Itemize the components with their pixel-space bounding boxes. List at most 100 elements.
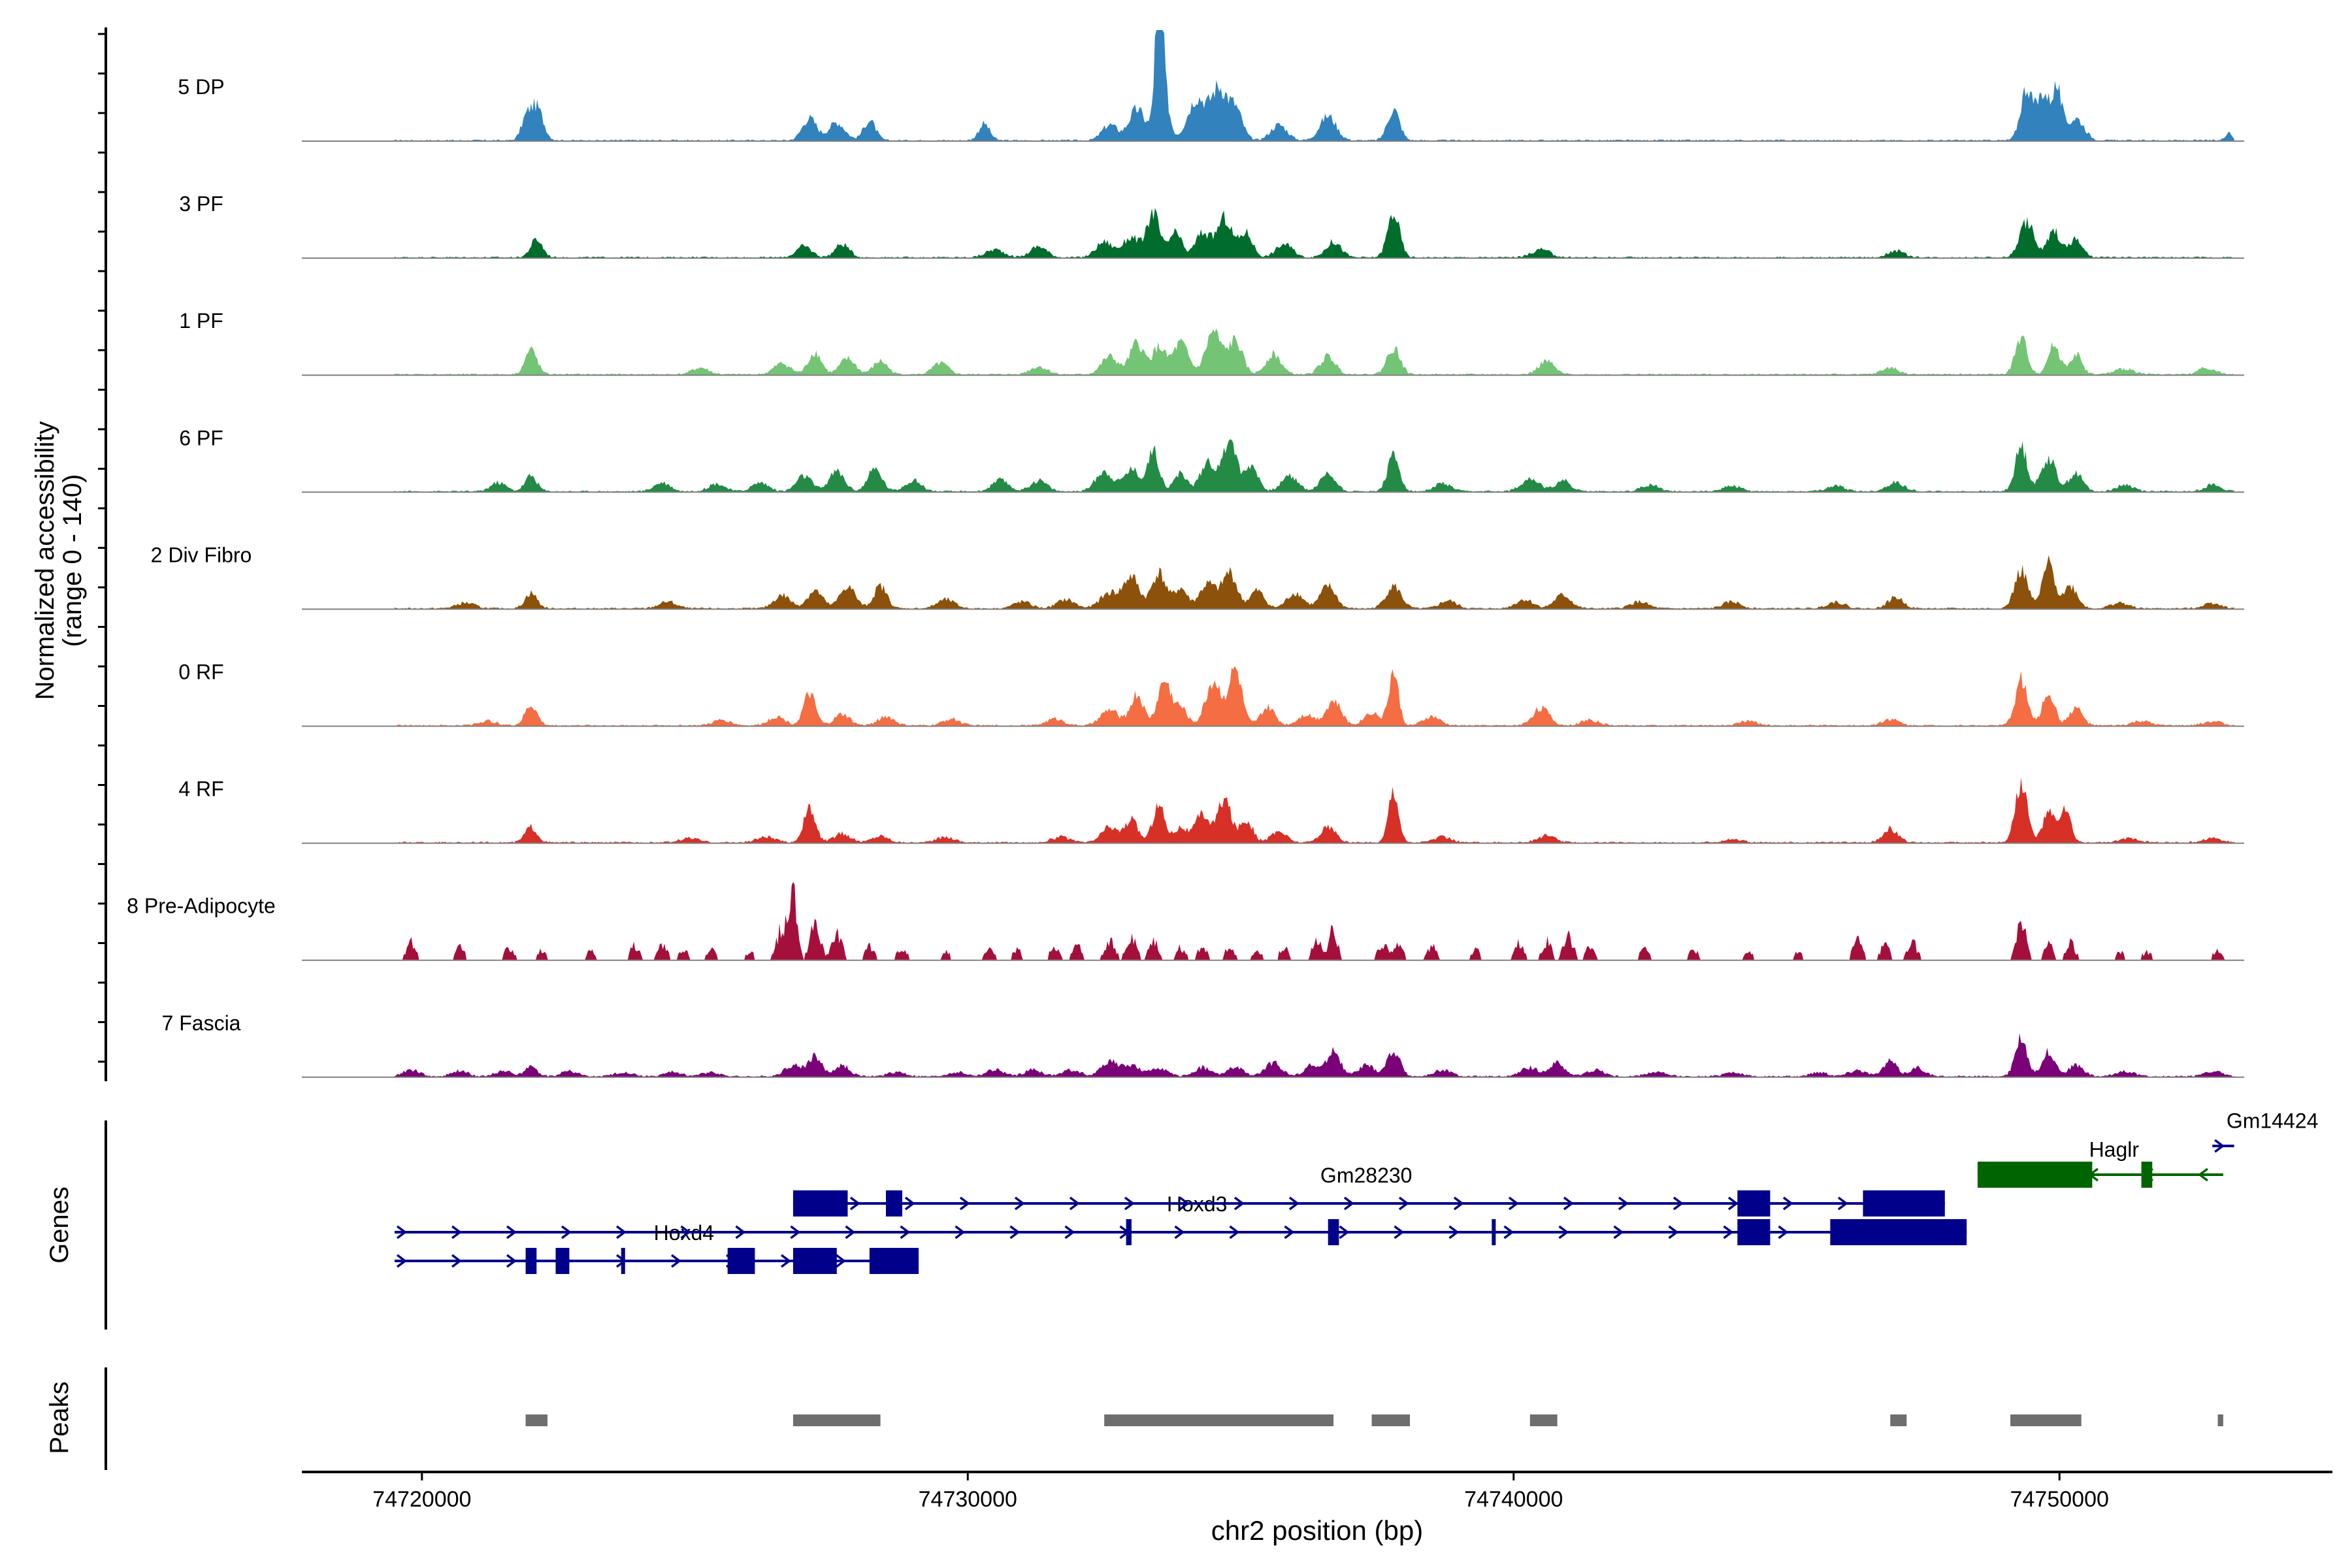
coverage-area-6-pf bbox=[395, 439, 2234, 493]
strand-arrow-icon bbox=[1508, 1196, 1519, 1211]
strand-arrow-icon bbox=[1284, 1225, 1295, 1239]
strand-arrow-icon bbox=[1229, 1225, 1240, 1239]
exon-gm28230 bbox=[1737, 1190, 1771, 1217]
strand-arrow-icon bbox=[561, 1225, 572, 1239]
exon-hoxd4-b bbox=[621, 1248, 625, 1274]
peak-region bbox=[525, 1414, 547, 1426]
track-6-pf: 6 PF bbox=[179, 426, 2244, 493]
strand-arrow-icon bbox=[396, 1254, 407, 1268]
strand-arrow-icon bbox=[735, 1225, 746, 1239]
strand-arrow-icon bbox=[1009, 1225, 1021, 1239]
strand-arrow-icon bbox=[1782, 1196, 1793, 1211]
exon-hoxd3 bbox=[1830, 1219, 1967, 1245]
coverage-area-1-pf bbox=[395, 329, 2234, 376]
gene-label-gm14424: Gm14424 bbox=[2227, 1109, 2319, 1132]
strand-arrow-icon bbox=[1558, 1225, 1569, 1239]
coverage-area-0-rf bbox=[395, 666, 2234, 727]
coverage-area-7-fascia bbox=[395, 1033, 2234, 1077]
strand-arrow-icon bbox=[396, 1225, 407, 1239]
track-4-rf: 4 RF bbox=[178, 777, 2244, 844]
track-label-3-pf: 3 PF bbox=[179, 192, 223, 216]
x-tick-label: 74720000 bbox=[372, 1487, 471, 1512]
peak-region bbox=[1890, 1414, 1907, 1426]
gene-hoxd4-b bbox=[395, 1248, 919, 1274]
peak-regions bbox=[525, 1414, 2223, 1426]
exon-hoxd3 bbox=[1126, 1219, 1132, 1245]
strand-arrow-icon bbox=[2198, 1168, 2208, 1182]
strand-arrow-icon bbox=[959, 1196, 970, 1211]
x-axis-label: chr2 position (bp) bbox=[1211, 1515, 1424, 1546]
strand-arrow-icon bbox=[904, 1196, 915, 1211]
peak-region bbox=[2217, 1414, 2223, 1426]
strand-arrow-icon bbox=[1179, 1196, 1190, 1211]
track-label-0-rf: 0 RF bbox=[178, 661, 223, 684]
y-axis-label-line2: (range 0 - 140) bbox=[58, 474, 87, 647]
strand-arrow-icon bbox=[845, 1225, 856, 1239]
strand-arrow-icon bbox=[615, 1225, 627, 1239]
exon-hoxd3 bbox=[1737, 1219, 1771, 1245]
strand-arrow-icon bbox=[1727, 1196, 1739, 1211]
exon-hoxd3 bbox=[1492, 1219, 1496, 1245]
exon-hoxd4-b bbox=[727, 1248, 755, 1274]
y-axis-label-line1: Normalized accessibility bbox=[31, 421, 59, 700]
track-1-pf: 1 PF bbox=[179, 309, 2244, 376]
strand-arrow-icon bbox=[2214, 1139, 2225, 1153]
strand-arrow-icon bbox=[1673, 1196, 1684, 1211]
track-8-pre-adipocyte: 8 Pre-Adipocyte bbox=[127, 881, 2244, 961]
gene-hoxd3: Hoxd3 bbox=[678, 1192, 1967, 1245]
exon-gm28230 bbox=[1863, 1190, 1945, 1217]
coverage-area-2-div-fibro bbox=[395, 555, 2234, 610]
track-label-1-pf: 1 PF bbox=[179, 309, 223, 333]
strand-arrow-icon bbox=[1723, 1225, 1734, 1239]
strand-arrow-icon bbox=[680, 1225, 691, 1239]
strand-arrow-icon bbox=[1339, 1225, 1350, 1239]
exon-hoxd4-b bbox=[869, 1248, 919, 1274]
x-tick-label: 74730000 bbox=[919, 1487, 1017, 1512]
strand-arrow-icon bbox=[1563, 1196, 1574, 1211]
strand-arrow-icon bbox=[1613, 1225, 1624, 1239]
gene-label-haglr: Haglr bbox=[2089, 1137, 2140, 1161]
strand-arrow-icon bbox=[451, 1254, 462, 1268]
strand-arrow-icon bbox=[790, 1225, 801, 1239]
strand-arrow-icon bbox=[1668, 1225, 1679, 1239]
strand-arrow-icon bbox=[1064, 1225, 1075, 1239]
strand-arrow-icon bbox=[1069, 1196, 1080, 1211]
x-axis-ticks: 74720000 74730000 74740000 74750000 bbox=[372, 1472, 2109, 1512]
track-label-8-pre-adipocyte: 8 Pre-Adipocyte bbox=[127, 894, 276, 918]
exon-haglr bbox=[1977, 1162, 2093, 1188]
x-tick-label: 74740000 bbox=[1464, 1487, 1563, 1512]
exon-haglr bbox=[2141, 1162, 2153, 1188]
strand-arrow-icon bbox=[1233, 1196, 1245, 1211]
strand-arrow-icon bbox=[1618, 1196, 1629, 1211]
coverage-tracks: 5 DP 3 PF 1 PF 6 PF 2 Div Fibro 0 RF 4 RF 8 Pre… bbox=[127, 30, 2244, 1078]
genes-track-label: Genes bbox=[45, 1186, 74, 1264]
strand-arrow-icon bbox=[451, 1225, 462, 1239]
strand-arrow-icon bbox=[1778, 1225, 1789, 1239]
strand-arrow-icon bbox=[506, 1225, 517, 1239]
track-label-6-pf: 6 PF bbox=[179, 426, 223, 449]
strand-arrow-icon bbox=[1124, 1196, 1135, 1211]
coverage-axis-ticks bbox=[98, 33, 106, 1063]
strand-arrow-icon bbox=[849, 1196, 860, 1211]
coverage-area-3-pf bbox=[395, 208, 2234, 259]
strand-arrow-icon bbox=[1448, 1225, 1460, 1239]
strand-arrow-icon bbox=[506, 1254, 517, 1268]
exon-gm28230 bbox=[885, 1190, 903, 1217]
strand-arrow-icon bbox=[1174, 1225, 1185, 1239]
strand-arrow-icon bbox=[780, 1254, 791, 1268]
coverage-area-5-dp bbox=[395, 30, 2234, 141]
strand-arrow-icon bbox=[955, 1225, 966, 1239]
strand-arrow-icon bbox=[1394, 1225, 1405, 1239]
strand-arrow-icon bbox=[1288, 1196, 1299, 1211]
gene-gm14424: Gm14424 bbox=[2212, 1109, 2319, 1153]
track-label-5-dp: 5 DP bbox=[178, 75, 224, 99]
peak-region bbox=[1371, 1414, 1411, 1426]
coverage-area-4-rf bbox=[395, 777, 2234, 843]
coverage-area-8-pre-adipocyte bbox=[395, 881, 2234, 960]
track-0-rf: 0 RF bbox=[178, 661, 2244, 727]
gene-label-gm28230: Gm28230 bbox=[1320, 1164, 1413, 1187]
peak-region bbox=[1104, 1414, 1334, 1426]
